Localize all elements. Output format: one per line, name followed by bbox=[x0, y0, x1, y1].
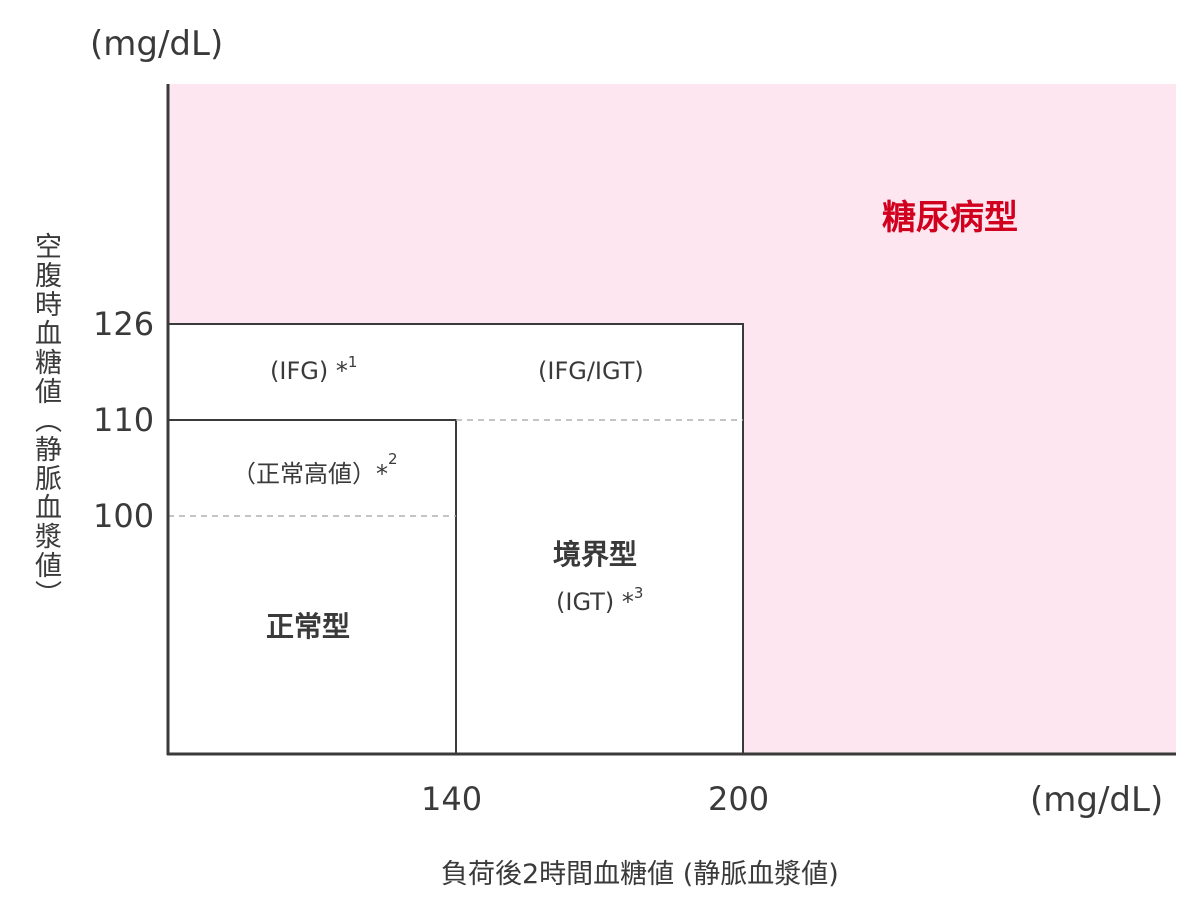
region-126-200-border bbox=[168, 323, 744, 754]
ifg-text: (IFG) * bbox=[270, 357, 348, 385]
y-axis-title: 空腹時血糖値（静脈血漿値） bbox=[30, 232, 61, 609]
igt-note: 3 bbox=[633, 584, 644, 602]
ifg-label: (IFG) *1 bbox=[270, 353, 357, 385]
x-tick-140: 140 bbox=[421, 780, 483, 818]
high-normal-note: 2 bbox=[388, 450, 398, 468]
igt-label: (IGT) *3 bbox=[556, 584, 643, 616]
y-tick-110: 110 bbox=[93, 401, 155, 439]
high-normal-label: （正常高値）*2 bbox=[232, 450, 398, 489]
diabetes-label: 糖尿病型 bbox=[882, 198, 1018, 238]
borderline-label: 境界型 bbox=[553, 538, 638, 571]
normal-label: 正常型 bbox=[266, 610, 351, 643]
x-axis-title: 負荷後2時間血糖値 (静脈血漿値) bbox=[441, 859, 839, 890]
ifg-note: 1 bbox=[347, 353, 358, 371]
igt-text: (IGT) * bbox=[556, 588, 634, 616]
x-unit-label: (mg/dL) bbox=[1030, 780, 1164, 820]
high-normal-text: （正常高値）* bbox=[232, 460, 388, 488]
ifg-igt-label: (IFG/IGT) bbox=[538, 357, 644, 385]
y-unit-label: (mg/dL) bbox=[90, 24, 224, 64]
x-tick-200: 200 bbox=[708, 780, 770, 818]
y-tick-100: 100 bbox=[93, 497, 155, 535]
y-tick-126: 126 bbox=[93, 305, 155, 343]
